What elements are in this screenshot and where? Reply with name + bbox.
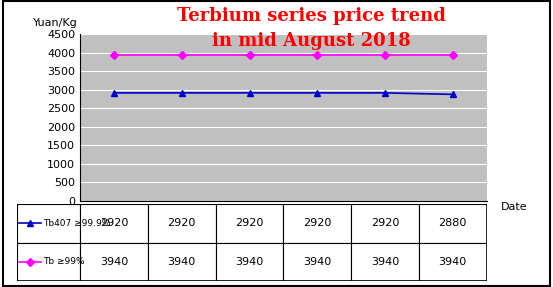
Text: 2920: 2920 bbox=[371, 218, 399, 228]
Tb ≥99% bbox=[382, 53, 388, 57]
Bar bbox=[216, 204, 283, 243]
Text: Yuan/Kg: Yuan/Kg bbox=[33, 18, 78, 28]
Text: 3940: 3940 bbox=[168, 257, 196, 267]
Text: 3940: 3940 bbox=[371, 257, 399, 267]
Line: Tb407 ≥99.9%: Tb407 ≥99.9% bbox=[111, 90, 456, 97]
Tb407 ≥99.9% bbox=[179, 91, 185, 95]
Bar bbox=[80, 243, 148, 281]
Bar bbox=[80, 204, 148, 243]
Text: Date: Date bbox=[500, 202, 527, 212]
Text: 3940: 3940 bbox=[303, 257, 331, 267]
Text: 2920: 2920 bbox=[236, 218, 264, 228]
Bar bbox=[419, 243, 487, 281]
Text: 2880: 2880 bbox=[439, 218, 467, 228]
Bar bbox=[17, 243, 80, 281]
Tb ≥99% bbox=[111, 53, 117, 57]
Tb ≥99% bbox=[179, 53, 185, 57]
Text: 3940: 3940 bbox=[236, 257, 264, 267]
Tb407 ≥99.9% bbox=[246, 91, 253, 95]
Bar bbox=[351, 204, 419, 243]
Bar bbox=[17, 204, 80, 243]
Text: 3940: 3940 bbox=[439, 257, 467, 267]
Bar bbox=[351, 243, 419, 281]
Bar bbox=[419, 204, 487, 243]
Text: 3940: 3940 bbox=[100, 257, 128, 267]
Bar bbox=[148, 243, 216, 281]
Text: Tb407 ≥99.9%: Tb407 ≥99.9% bbox=[43, 219, 111, 228]
Bar bbox=[283, 243, 351, 281]
Bar bbox=[216, 243, 283, 281]
Tb407 ≥99.9% bbox=[382, 91, 388, 95]
Tb ≥99% bbox=[450, 53, 456, 57]
Text: 2920: 2920 bbox=[168, 218, 196, 228]
Tb407 ≥99.9% bbox=[450, 93, 456, 96]
Line: Tb ≥99%: Tb ≥99% bbox=[111, 52, 456, 58]
Text: Tb ≥99%: Tb ≥99% bbox=[43, 257, 85, 266]
Text: Terbium series price trend
in mid August 2018: Terbium series price trend in mid August… bbox=[176, 7, 446, 50]
Text: 2920: 2920 bbox=[100, 218, 128, 228]
Tb ≥99% bbox=[314, 53, 321, 57]
Text: 2920: 2920 bbox=[303, 218, 331, 228]
Bar bbox=[283, 204, 351, 243]
Tb407 ≥99.9% bbox=[111, 91, 117, 95]
Tb407 ≥99.9% bbox=[314, 91, 321, 95]
Tb ≥99% bbox=[246, 53, 253, 57]
Bar bbox=[148, 204, 216, 243]
